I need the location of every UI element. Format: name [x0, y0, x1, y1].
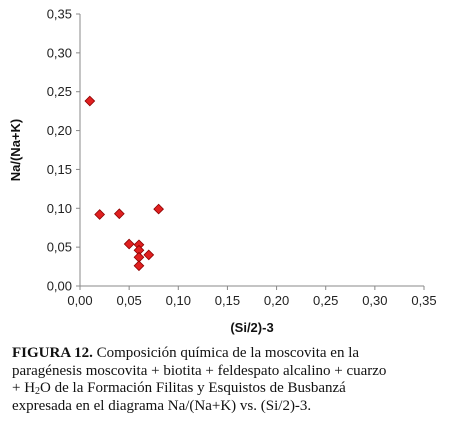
x-tick-label: 0,35	[411, 293, 436, 308]
y-tick-label: 0,25	[47, 84, 72, 99]
y-tick-label: 0,05	[47, 240, 72, 255]
x-tick-label: 0,30	[362, 293, 387, 308]
x-tick-label: 0,00	[67, 293, 92, 308]
data-points	[84, 95, 164, 272]
x-tick-label: 0,20	[264, 293, 289, 308]
data-point	[143, 249, 155, 261]
data-point	[94, 209, 106, 220]
caption-text-3b: O de la Formación Filitas y Esquistos de…	[40, 380, 346, 396]
y-tick-label: 0,10	[47, 201, 72, 216]
x-tick-label: 0,05	[116, 293, 141, 308]
y-axis-title: Na/(Na+K)	[8, 119, 23, 182]
caption-text-1: Composición química de la moscovita en l…	[92, 345, 360, 361]
data-point	[133, 260, 145, 272]
x-tick-label: 0,10	[166, 293, 191, 308]
y-tick-label: 0,30	[47, 45, 72, 60]
x-tick-label: 0,15	[215, 293, 240, 308]
caption-text-3a: + H	[12, 380, 36, 396]
x-axis-title: (Si/2)-3	[230, 320, 273, 335]
caption-line-3: + H2O de la Formación Filitas y Esquisto…	[12, 380, 442, 398]
figure-caption: FIGURA 12. Composición química de la mos…	[12, 345, 442, 415]
caption-line-4: expresada en el diagrama Na/(Na+K) vs. (…	[12, 397, 312, 414]
caption-line-1: FIGURA 12. Composición química de la mos…	[12, 345, 442, 363]
x-tick-label: 0,25	[313, 293, 338, 308]
y-tick-label: 0,20	[47, 123, 72, 138]
data-point	[113, 208, 125, 220]
caption-line-2: paragénesis moscovita + biotita + feldes…	[12, 362, 387, 379]
data-point	[84, 95, 96, 107]
axes	[79, 14, 424, 287]
caption-subscript: 2	[35, 386, 41, 397]
y-tick-label: 0,00	[47, 279, 72, 294]
data-point	[123, 238, 135, 250]
y-tick-label: 0,35	[47, 7, 72, 22]
data-point	[153, 203, 164, 215]
figure-label: FIGURA 12.	[12, 345, 93, 361]
y-ticks: 0,00 0,05 0,10 0,15 0,20 0,25 0,30 0,35	[47, 7, 80, 294]
y-tick-label: 0,15	[47, 162, 72, 177]
x-ticks: 0,00 0,05 0,10 0,15 0,20 0,25 0,30 0,35	[67, 286, 437, 308]
scatter-chart: 0,000,050,100,150,200,250,300,35 0,00 0,0…	[8, 7, 437, 336]
